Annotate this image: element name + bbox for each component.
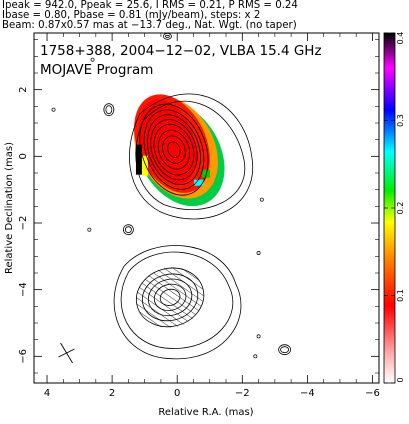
chart-title: 1758+388, 2004−12−02, VLBA 15.4 GHz xyxy=(40,43,322,59)
chart-subtitle: MOJAVE Program xyxy=(40,62,153,78)
plot-frame xyxy=(33,32,380,384)
colorbar-tick-label: 0.2 xyxy=(396,202,405,215)
y-tick-label: −6 xyxy=(18,349,29,364)
south-hatch xyxy=(136,267,204,328)
colorbar-tick-label: 0.1 xyxy=(396,289,405,302)
noise-contour xyxy=(124,226,132,234)
colorbar-tick-label: 0.3 xyxy=(396,114,405,127)
noise-contour xyxy=(280,346,290,354)
south-outer-contour-2 xyxy=(113,245,242,360)
noise-speck xyxy=(90,57,95,62)
south-contour xyxy=(159,288,181,306)
pol-yellow-edge xyxy=(141,155,148,176)
core-contour xyxy=(147,114,201,185)
header-line-3: Beam: 0.87x0.57 mas at −13.7 deg., Nat. … xyxy=(2,20,297,31)
noise-speck xyxy=(259,197,264,202)
core-contour xyxy=(153,123,195,176)
header-line-2: Ibase = 0.80, Pbase = 0.81 (mJy/beam), s… xyxy=(2,10,261,21)
noise-contour xyxy=(163,33,172,40)
south-contour xyxy=(136,267,205,328)
south-outer-contour xyxy=(120,251,234,349)
y-axis-label: Relative Declination (mas) xyxy=(4,142,15,274)
pol-green-2 xyxy=(201,169,210,178)
noise-speck xyxy=(51,107,56,112)
x-tick-label: 2 xyxy=(109,388,115,399)
noise-speck xyxy=(256,334,261,339)
core-contour xyxy=(162,135,186,164)
core-contour xyxy=(167,141,181,158)
x-tick-label: −6 xyxy=(365,388,380,399)
colorbar-tick-label: 0.4 xyxy=(396,32,405,45)
x-axis-label: Relative R.A. (mas) xyxy=(158,407,253,418)
core-outer-contour-2 xyxy=(129,93,254,220)
colorbar-tick-label: 0 xyxy=(396,377,405,382)
y-tick-label: 0 xyxy=(18,153,29,159)
y-tick-label: 2 xyxy=(18,86,29,92)
x-tick-label: 4 xyxy=(44,388,50,399)
y-tick-label: −4 xyxy=(18,282,29,297)
axes: 4 2 0 −2 −4 −6 2 0 −2 −4 −6 xyxy=(18,33,380,399)
pol-cyan xyxy=(193,179,204,186)
y-tick-label: −2 xyxy=(18,216,29,231)
noise-contour xyxy=(105,105,113,115)
x-tick-label: 0 xyxy=(174,388,180,399)
noise-contour xyxy=(278,344,292,356)
south-contour xyxy=(147,278,193,317)
x-tick-label: −4 xyxy=(300,388,315,399)
core-contour xyxy=(139,103,209,196)
header-line-1: Ipeak = 942.0, Ppeak = 25.6, I RMS = 0.2… xyxy=(2,0,298,11)
noise-contour xyxy=(165,34,170,38)
core-contour xyxy=(150,119,198,181)
noise-contour xyxy=(122,224,134,236)
noise-speck xyxy=(253,354,258,359)
core-contour xyxy=(157,129,191,170)
noise-speck xyxy=(87,227,92,232)
core-contour xyxy=(143,109,205,190)
beam-minor-axis xyxy=(58,348,75,358)
x-tick-label: −2 xyxy=(235,388,250,399)
plot-contents xyxy=(51,33,292,364)
south-contour xyxy=(153,283,187,311)
south-contour xyxy=(141,273,199,322)
core-outer-contour xyxy=(135,100,246,210)
colorbar-ticks: 0 0.1 0.2 0.3 0.4 xyxy=(384,32,405,384)
noise-contour xyxy=(103,103,115,117)
noise-speck xyxy=(256,251,261,255)
pol-black-edge xyxy=(135,144,142,175)
pol-red-core xyxy=(139,99,197,184)
